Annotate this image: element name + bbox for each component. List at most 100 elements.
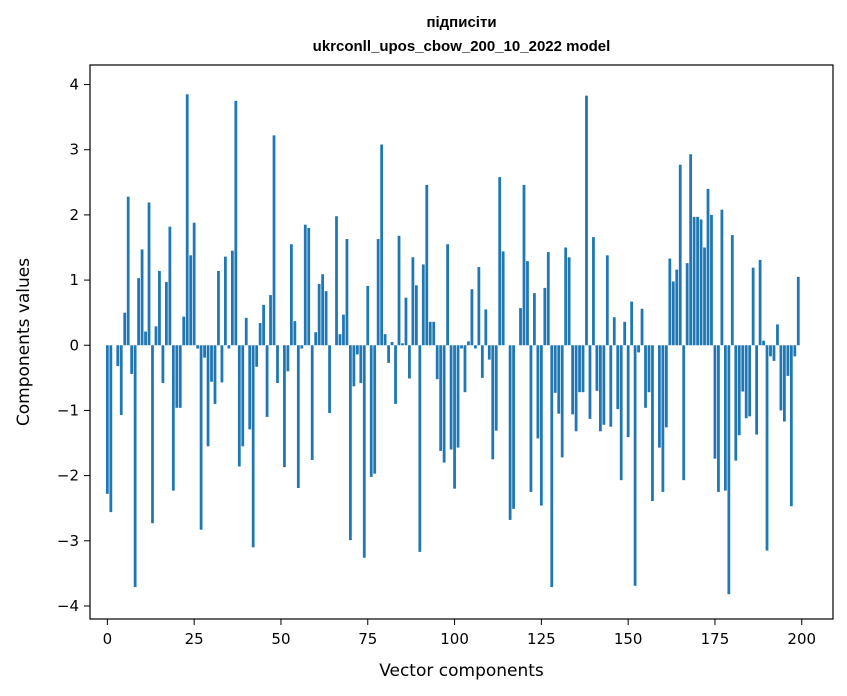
bar <box>300 345 304 349</box>
bar <box>154 326 158 346</box>
bar <box>244 317 248 346</box>
bar <box>494 345 498 431</box>
bar <box>678 164 682 346</box>
y-tick-label: 2 <box>69 206 79 224</box>
bar <box>425 184 429 346</box>
bar <box>227 345 231 349</box>
bar <box>581 345 585 393</box>
bar <box>498 177 502 346</box>
bar <box>692 216 696 346</box>
bar <box>533 293 536 346</box>
bar <box>647 345 651 393</box>
bar <box>644 345 647 408</box>
bar <box>220 345 224 383</box>
bar <box>265 345 269 417</box>
bar <box>592 237 595 346</box>
bar <box>418 345 422 552</box>
bar <box>189 255 193 346</box>
bar <box>689 154 693 346</box>
bar <box>571 345 574 415</box>
bar <box>543 287 547 346</box>
bar <box>762 340 765 346</box>
bar <box>467 341 470 346</box>
bar <box>616 345 620 410</box>
bar <box>133 345 137 588</box>
y-axis-ticks: −4 −3 −2 −1 0 1 2 3 4 <box>57 76 90 615</box>
bar <box>605 255 609 346</box>
bar <box>769 345 772 357</box>
y-tick-label: −1 <box>57 401 79 419</box>
bar <box>748 345 752 417</box>
bar <box>755 345 759 435</box>
bar <box>717 345 720 492</box>
bar <box>206 345 210 447</box>
x-tick-label: 100 <box>440 630 469 648</box>
bar <box>310 345 314 460</box>
y-tick-label: 3 <box>69 141 79 159</box>
bar <box>269 295 272 346</box>
bar <box>196 345 200 349</box>
bar <box>519 308 522 346</box>
bar <box>286 345 290 372</box>
bar <box>380 144 384 346</box>
bar <box>411 257 415 346</box>
bar <box>151 345 154 524</box>
bar <box>703 247 706 346</box>
bar <box>119 345 123 415</box>
bar <box>404 297 408 346</box>
bar <box>668 258 672 346</box>
bar <box>776 324 779 346</box>
bar <box>414 285 418 346</box>
bar <box>307 227 311 346</box>
bar <box>474 345 477 349</box>
bar <box>342 314 345 346</box>
bar <box>508 345 512 520</box>
bar <box>397 235 401 346</box>
bar <box>373 345 377 474</box>
bar <box>751 267 755 346</box>
plot-area-frame <box>89 64 834 620</box>
bar <box>623 321 627 346</box>
bar <box>630 301 634 346</box>
y-tick-label: −2 <box>57 467 79 485</box>
y-tick-label: −4 <box>57 597 79 615</box>
bar <box>557 345 561 414</box>
bar <box>727 345 731 595</box>
x-axis-label: Vector components <box>379 661 544 681</box>
bar <box>168 226 172 346</box>
bar <box>210 345 213 382</box>
bar <box>314 332 318 346</box>
bar <box>574 345 578 432</box>
bar <box>383 334 387 346</box>
bar <box>421 264 425 346</box>
bar <box>553 345 557 393</box>
bar <box>171 345 175 491</box>
bar <box>682 345 686 481</box>
bar <box>453 345 456 489</box>
bar <box>696 216 699 346</box>
bar <box>619 345 623 481</box>
x-tick-label: 150 <box>614 630 643 648</box>
bars-group <box>105 94 800 595</box>
bar <box>203 345 206 358</box>
bar <box>105 345 109 494</box>
bar <box>734 345 738 461</box>
bar <box>317 283 321 346</box>
bar <box>713 345 717 459</box>
bar <box>651 345 654 502</box>
bar <box>661 345 665 492</box>
y-tick-label: 0 <box>69 336 79 354</box>
bar <box>276 345 279 384</box>
bar <box>626 345 630 438</box>
bar <box>786 345 790 376</box>
bar <box>765 345 769 551</box>
bar <box>362 345 366 558</box>
x-tick-label: 50 <box>271 630 290 648</box>
bar <box>230 250 234 346</box>
bar <box>546 252 550 346</box>
bar <box>480 345 484 378</box>
x-axis-ticks: 0 25 50 75 100 125 150 175 200 <box>103 619 816 648</box>
bar <box>460 345 463 349</box>
